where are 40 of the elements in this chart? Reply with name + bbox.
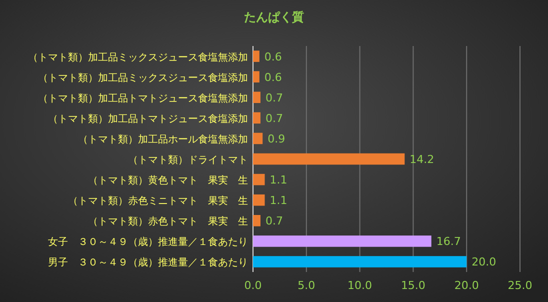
y-tick-label: （トマト類）加工品トマトジュース食塩添加 [48, 112, 248, 125]
y-tick-label: （トマト類）加工品ミックスジュース食塩無添加 [28, 51, 248, 64]
chart-title: たんぱく質 [244, 10, 304, 24]
y-tick-label: （トマト類）黄色トマト 果実 生 [88, 174, 248, 187]
data-label: 0.6 [264, 70, 282, 84]
bar [253, 236, 432, 247]
bar [253, 50, 260, 62]
bar [253, 194, 265, 206]
x-tick-label: 5.0 [298, 279, 316, 292]
bar [253, 132, 263, 144]
y-tick-label: （トマト類）加工品ホール食塩無添加 [78, 133, 248, 146]
data-label: 16.7 [436, 235, 461, 248]
data-label: 0.9 [268, 132, 286, 146]
bar [253, 71, 260, 82]
y-tick-label: （トマト類）加工品トマトジュース食塩無添加 [38, 92, 248, 104]
bar [253, 214, 260, 226]
data-label: 14.2 [410, 153, 434, 166]
bar [253, 174, 265, 186]
data-label: 20.0 [472, 256, 496, 269]
y-tick-label: （トマト類）ドライトマト [128, 154, 248, 166]
x-tick-label: 15.0 [400, 279, 426, 292]
data-label: 0.7 [265, 91, 283, 104]
data-label: 1.1 [270, 194, 288, 208]
y-tick-label: 男子 ３０～４９（歳）推進量／１食あたり [48, 256, 248, 269]
bar [253, 153, 405, 165]
y-tick-label: （トマト類）赤色ミニトマト 果実 生 [68, 195, 248, 208]
x-tick-label: 20.0 [454, 279, 479, 292]
bar [253, 112, 260, 124]
data-label: 0.7 [265, 214, 283, 228]
y-tick-label: 女子 ３０～４９（歳）推進量／１食あたり [48, 236, 248, 248]
y-tick-label: （トマト類）赤色トマト 果実 生 [88, 216, 248, 228]
x-tick-label: 25.0 [508, 279, 532, 292]
data-label: 0.7 [265, 112, 283, 125]
x-tick-label: 0.0 [244, 279, 262, 292]
bar [253, 256, 467, 268]
x-tick-label: 10.0 [348, 279, 372, 292]
bar [253, 92, 260, 104]
y-tick-label: （トマト類）加工品ミックスジュース食塩添加 [38, 72, 248, 84]
data-label: 0.6 [264, 50, 282, 64]
data-label: 1.1 [270, 174, 288, 187]
